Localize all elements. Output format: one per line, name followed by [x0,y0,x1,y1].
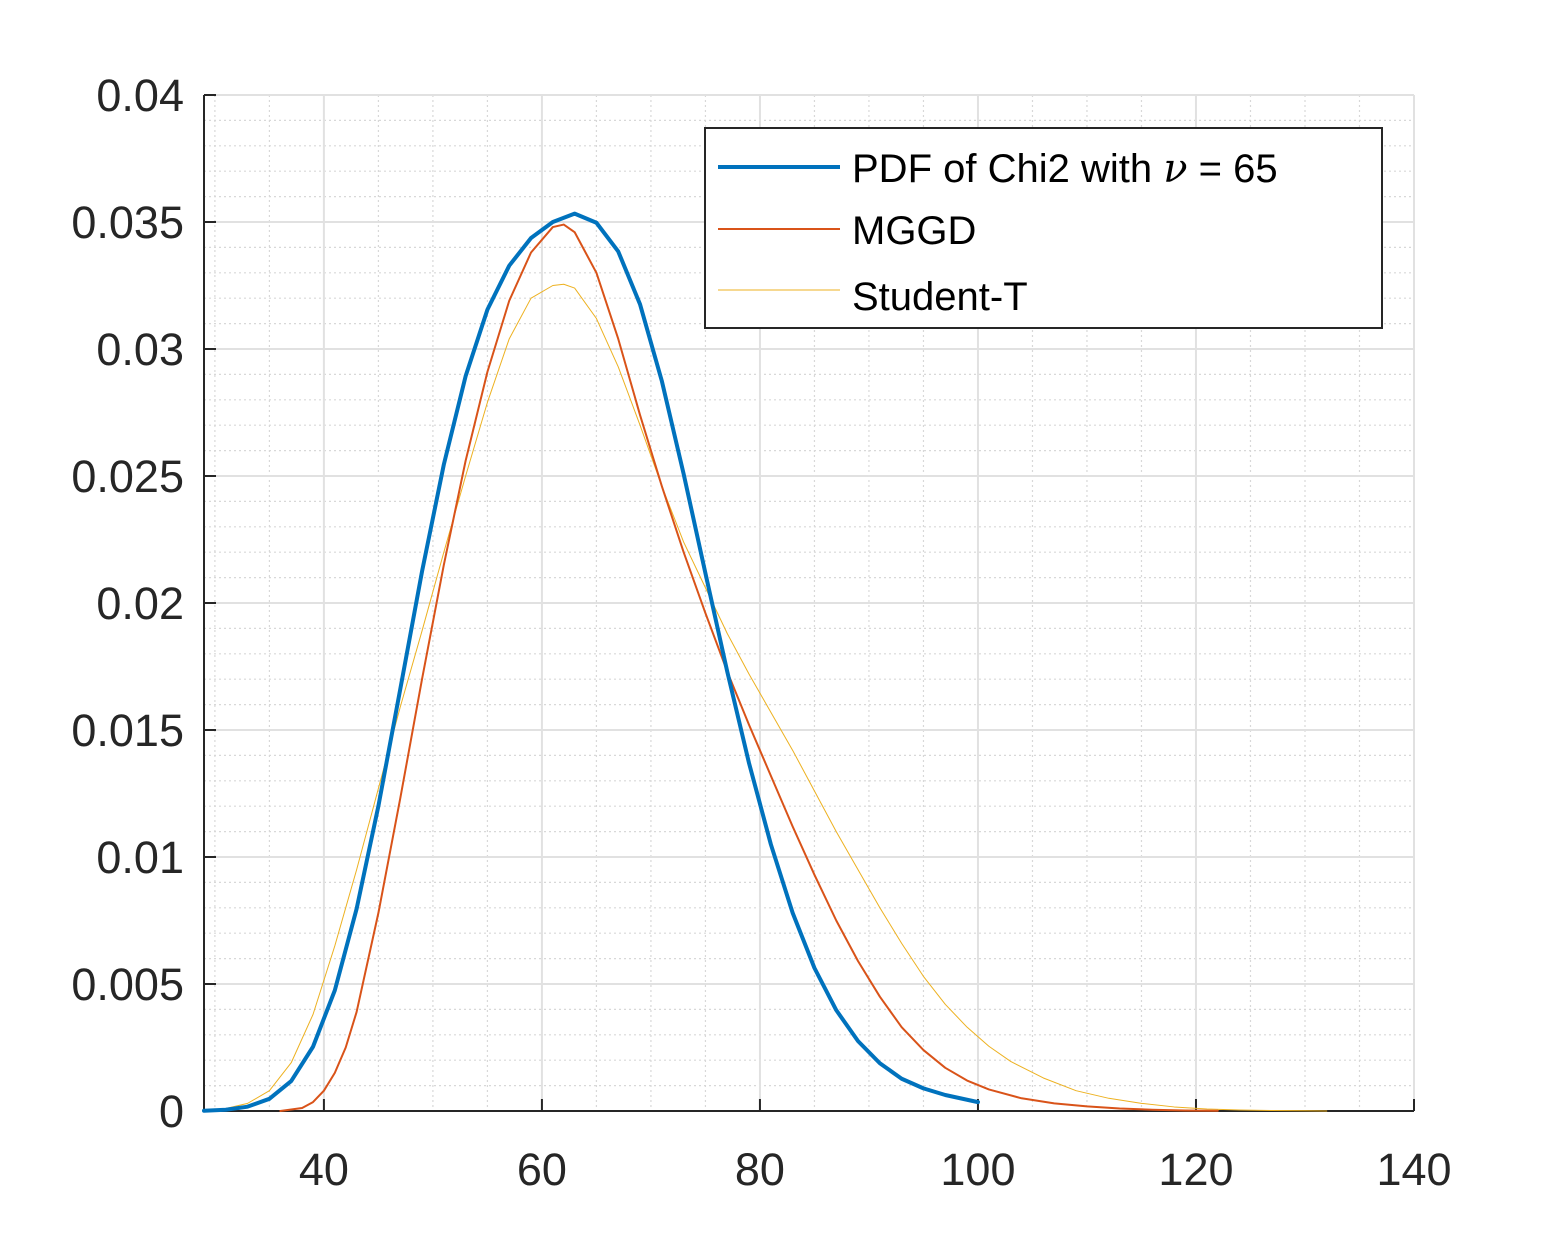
x-tick-label: 120 [1158,1144,1233,1195]
y-tick-label: 0.025 [71,451,184,502]
x-tick-label: 40 [299,1144,349,1195]
series-line-mggd [279,223,1219,1112]
x-tick-label: 100 [940,1144,1015,1195]
y-tick-label: 0.03 [96,324,184,375]
legend-label-chi2-prefix: PDF of Chi2 with [852,147,1163,191]
legend-label-student-t: Student-T [852,275,1028,319]
y-tick-label: 0.035 [71,197,184,248]
y-tick-label: 0.015 [71,705,184,756]
legend: PDF of Chi2 with ν = 65 MGGD Student-T [704,127,1383,329]
y-tick-label: 0.04 [96,70,184,121]
series-line-student-t [203,283,1328,1112]
tick-labels: 40 60 80 100 120 140 0 0.005 0.01 0.015 0.02 0.025 0… [71,70,1451,1195]
y-tick-label: 0 [159,1086,184,1137]
series-layer [202,211,1328,1113]
x-tick-label: 60 [517,1144,567,1195]
legend-label-chi2-symbol: ν [1163,146,1187,192]
y-tick-label: 0.005 [71,959,184,1010]
legend-label-mggd: MGGD [852,209,976,253]
legend-label-chi2: PDF of Chi2 with ν = 65 [852,146,1278,192]
series-line-chi2 [202,211,980,1113]
legend-label-chi2-suffix: = 65 [1188,147,1278,191]
y-tick-label: 0.02 [96,578,184,629]
y-tick-label: 0.01 [96,832,184,883]
x-tick-label: 140 [1376,1144,1451,1195]
x-tick-label: 80 [735,1144,785,1195]
